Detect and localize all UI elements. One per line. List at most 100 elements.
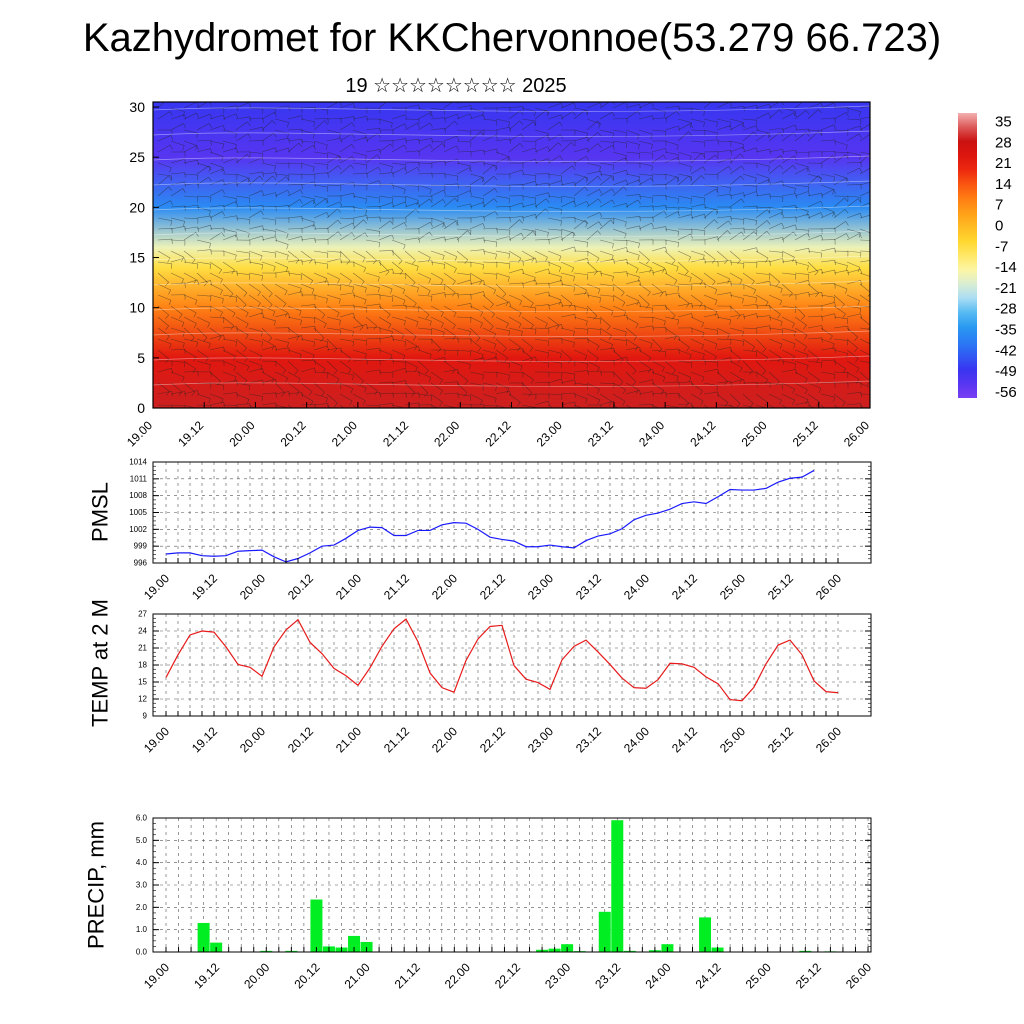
- wind-barb: [443, 159, 458, 164]
- wind-barb: [833, 360, 846, 369]
- wind-barb-flag: [197, 183, 199, 189]
- wind-barb-flag: [235, 297, 238, 303]
- wind-barb: [469, 261, 484, 265]
- wind-barb: [599, 283, 614, 287]
- wind-barb-flag: [455, 220, 459, 226]
- wind-barb-flag: [633, 336, 638, 341]
- wind-barb: [521, 294, 534, 304]
- wind-barb: [560, 142, 572, 153]
- wind-barb-flag: [205, 357, 209, 363]
- wind-barb: [222, 305, 236, 314]
- wind-barb-flag: [612, 276, 614, 282]
- wind-barb-flag: [377, 276, 380, 282]
- wind-barb-flag: [234, 255, 237, 261]
- wind-barb: [612, 217, 627, 223]
- wind-barb-flag: [635, 268, 639, 274]
- wind-barb: [560, 392, 575, 395]
- wind-barb-flag: [573, 102, 577, 108]
- wind-barb-flag: [509, 127, 512, 133]
- wind-barb: [560, 231, 573, 241]
- wind-barb: [222, 250, 237, 256]
- wind-barb: [157, 200, 171, 208]
- wind-barb: [755, 315, 770, 318]
- wind-barb-flag: [739, 367, 743, 373]
- wind-barb-flag: [806, 365, 809, 371]
- wind-barb: [443, 392, 458, 395]
- wind-barb: [170, 348, 185, 351]
- wind-barb: [287, 349, 302, 355]
- x-tick-label: 20.12: [285, 571, 316, 602]
- wind-barb: [846, 151, 861, 156]
- wind-barb-flag: [715, 188, 719, 194]
- wind-barb: [521, 140, 536, 142]
- wind-barb-flag: [753, 289, 757, 295]
- wind-barb-flag: [530, 379, 535, 384]
- wind-barb: [404, 360, 418, 368]
- wind-barb: [690, 294, 703, 304]
- wind-barb: [274, 250, 289, 256]
- wind-barb-flag: [701, 322, 704, 328]
- wind-barb-flag: [662, 411, 664, 415]
- wind-barb: [625, 360, 637, 371]
- wind-barb-flag: [259, 355, 262, 361]
- wind-barb: [625, 261, 639, 269]
- wind-barb-flag: [586, 274, 589, 280]
- wind-barb: [313, 162, 328, 165]
- wind-barb-flag: [286, 233, 289, 239]
- wind-barb-flag: [584, 220, 589, 225]
- wind-barb-flag: [597, 132, 602, 137]
- wind-barb-flag: [480, 322, 483, 328]
- y-tick-label: 0.0: [136, 948, 148, 957]
- wind-barb: [703, 360, 718, 363]
- wind-barb: [235, 382, 250, 386]
- wind-barb: [521, 121, 534, 131]
- wind-barb-flag: [287, 122, 289, 128]
- wind-barb: [274, 294, 287, 304]
- wind-barb-flag: [764, 357, 769, 362]
- wind-barb: [664, 151, 679, 155]
- wind-barb: [222, 283, 234, 294]
- wind-barb-flag: [248, 274, 251, 280]
- wind-barb-flag: [534, 231, 537, 237]
- wind-barb: [274, 305, 288, 313]
- wind-barb-flag: [860, 392, 862, 398]
- wind-barb-flag: [795, 193, 797, 199]
- wind-barb: [768, 327, 783, 331]
- wind-barb: [664, 250, 676, 261]
- wind-barb-flag: [333, 348, 338, 353]
- wind-barb-flag: [690, 362, 693, 368]
- wind-barb: [404, 184, 419, 187]
- wind-barb: [755, 132, 768, 142]
- wind-barb-flag: [431, 138, 433, 144]
- colorbar-label: -21: [995, 280, 1017, 297]
- wind-barb: [313, 250, 328, 254]
- wind-barb-flag: [196, 263, 199, 269]
- wind-barb-flag: [743, 192, 746, 198]
- wind-barb: [794, 167, 808, 175]
- wind-barb: [170, 188, 184, 197]
- wind-barb: [781, 205, 796, 208]
- wind-barb-flag: [780, 288, 783, 294]
- wind-barb: [170, 371, 185, 378]
- wind-barb-flag: [795, 260, 797, 266]
- wind-barb: [365, 272, 380, 278]
- wind-barb: [326, 393, 338, 404]
- wind-barb-flag: [441, 143, 446, 148]
- wind-barb-flag: [469, 274, 472, 280]
- wind-barb: [365, 133, 378, 142]
- wind-barb: [196, 165, 209, 175]
- wind-barb-flag: [779, 411, 781, 415]
- x-tick-label: 25.00: [739, 418, 770, 449]
- wind-barb-flag: [777, 357, 782, 362]
- wind-barb: [677, 294, 690, 304]
- wind-barb: [768, 148, 783, 153]
- wind-barb: [768, 393, 782, 401]
- wind-barb: [326, 327, 341, 331]
- wind-barb: [170, 338, 185, 344]
- wind-barb: [183, 112, 197, 120]
- colorbar-label: 0: [995, 218, 1003, 235]
- wind-barb-flag: [612, 145, 615, 150]
- precip-ylabel: PRECIP, mm: [84, 821, 109, 949]
- wind-barb-flag: [287, 133, 289, 139]
